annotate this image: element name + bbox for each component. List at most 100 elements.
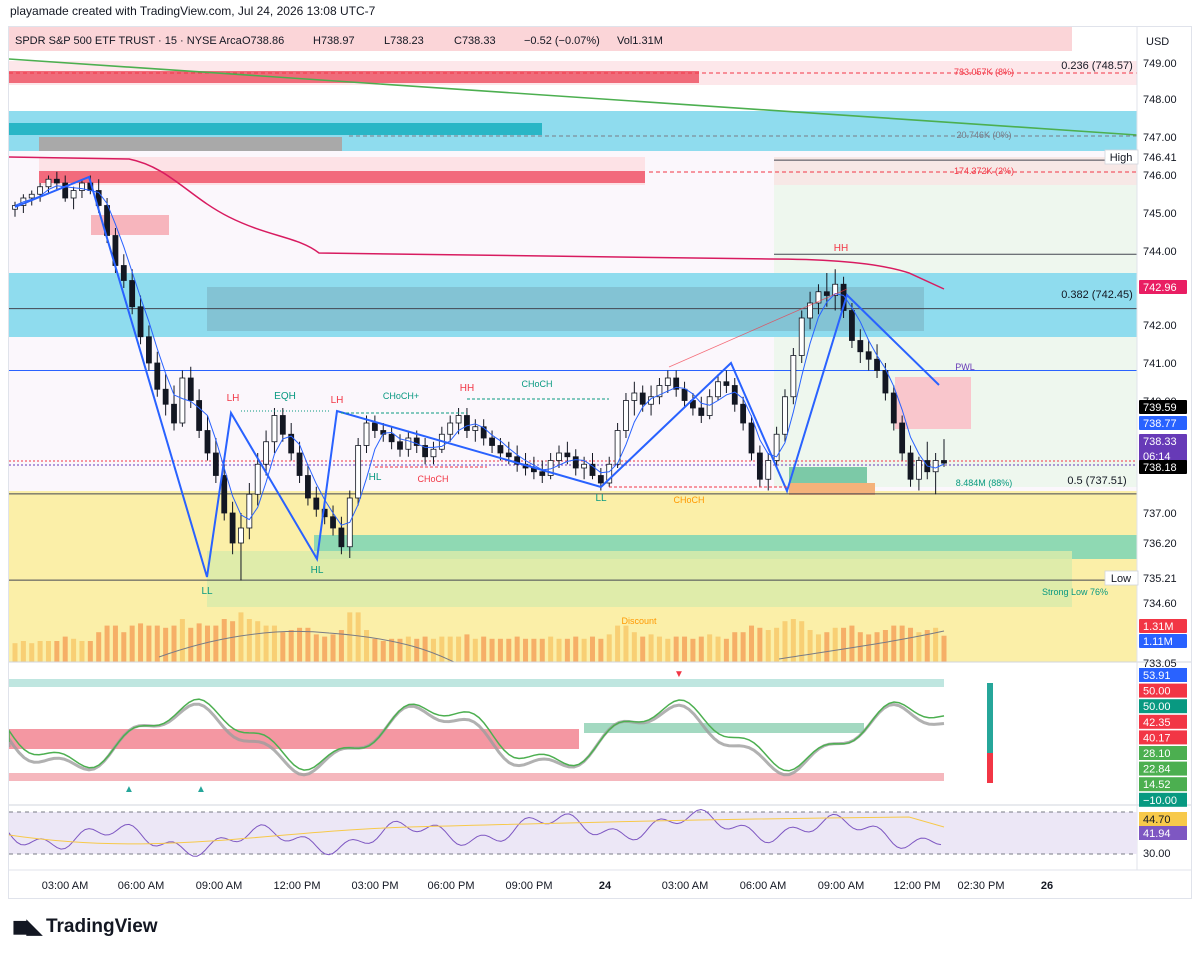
candle-body	[497, 445, 504, 454]
price-tag	[1139, 150, 1187, 164]
volume-bar	[941, 635, 947, 662]
candle-body	[698, 407, 705, 416]
indicator-value-tag	[1139, 761, 1187, 776]
candle-body	[589, 463, 596, 476]
volume-bar	[104, 625, 110, 662]
indicator-value-label: 53.91	[1143, 670, 1171, 682]
volume-bar	[832, 627, 838, 662]
candle-body	[581, 463, 588, 469]
zone-label: 20.746K (0%)	[956, 130, 1011, 140]
volume-bar	[523, 638, 529, 662]
buy-signal-icon: ▲	[196, 784, 206, 795]
x-tick-label: 12:00 PM	[893, 880, 940, 892]
zone-label: 174.372K (2%)	[954, 166, 1014, 176]
currency-label: USD	[1146, 36, 1169, 48]
indicator-value-tag	[1139, 668, 1187, 682]
volume-bar	[665, 638, 671, 662]
indicator-value-tag	[1139, 746, 1187, 760]
candle-body	[731, 385, 738, 405]
candle-body	[405, 437, 412, 450]
volume-bar	[271, 625, 277, 662]
volume-bar	[548, 636, 554, 662]
volume-bar	[631, 632, 637, 662]
candle-body	[221, 475, 228, 514]
volume-bar	[62, 636, 68, 662]
green-trendline	[9, 58, 1138, 136]
volume-bar	[112, 625, 118, 662]
volume-bar	[790, 619, 796, 662]
volume-bar	[20, 641, 26, 662]
chart-canvas[interactable]: 783.057K (8%) 20.746K (0%) 174.372K (2%) 8.…	[9, 27, 1191, 898]
structure-label: HL	[369, 472, 382, 483]
structure-label: CHoCH	[673, 495, 704, 505]
candle-body	[748, 422, 755, 454]
volume-bar	[347, 612, 353, 662]
volume-bar	[489, 638, 495, 662]
volume-bar	[87, 641, 93, 662]
price-tag-label: 738.18	[1143, 462, 1177, 474]
candle-body	[37, 186, 44, 195]
attribution-text: playamade created with TradingView.com, …	[10, 4, 376, 18]
demand-small-green	[789, 467, 867, 483]
volume-bar	[891, 625, 897, 662]
fib-level-label: 0.236 (748.57)	[1061, 60, 1133, 72]
indicator-value-label: 42.35	[1143, 717, 1171, 729]
candle-body	[338, 527, 345, 548]
structure-label: CHoCH	[417, 474, 448, 484]
tradingview-brand: ◼◣ TradingView	[12, 914, 158, 939]
candle-body	[899, 422, 906, 454]
strong-low-zone	[207, 551, 1072, 607]
indicator-value-tag	[1139, 683, 1187, 698]
volume-bar	[723, 638, 729, 662]
volume-bar	[12, 643, 18, 662]
zone-label: Discount	[621, 616, 657, 626]
candle-body	[120, 265, 127, 281]
gray-block	[39, 137, 342, 151]
sell-signal-icon: ▼	[674, 669, 684, 680]
candle-body	[28, 193, 35, 199]
candle-body	[480, 426, 487, 439]
candle-body	[723, 381, 730, 386]
legend-item: SPDR S&P 500 ETF TRUST · 15 · NYSE Arca	[15, 35, 243, 47]
candle-body	[740, 403, 747, 424]
rsi-value-tag	[1139, 812, 1187, 826]
price-tag	[1139, 619, 1187, 633]
candle-body	[765, 460, 772, 480]
osc-signal-wave	[9, 698, 945, 772]
price-tag	[1139, 416, 1187, 430]
buy-signal-icon: ▲	[124, 784, 134, 795]
volume-bar	[707, 634, 713, 662]
volume-bar	[774, 627, 780, 662]
candle-body	[564, 452, 571, 458]
indicator-value-tag	[1139, 699, 1187, 714]
y-tick-label: 744.00	[1143, 246, 1177, 258]
volume-bar	[305, 627, 311, 662]
volume-bar	[213, 625, 219, 662]
x-tick-label: 06:00 AM	[118, 880, 164, 892]
volume-bar	[372, 638, 378, 662]
candle-body	[196, 400, 203, 431]
price-tag-label: 738.77	[1143, 418, 1177, 430]
zone-label: 783.057K (8%)	[954, 67, 1014, 77]
volume-bar	[204, 625, 210, 662]
volume-bar	[556, 638, 562, 662]
volume-bar	[749, 625, 755, 662]
candle-body	[330, 516, 336, 529]
chart-frame[interactable]: 783.057K (8%) 20.746K (0%) 174.372K (2%) 8.…	[8, 26, 1192, 899]
candle-body	[447, 422, 454, 435]
indicator-value-tag	[1139, 792, 1187, 807]
candle-body	[154, 362, 161, 390]
candle-body	[263, 441, 269, 465]
volume-bar	[364, 630, 370, 662]
candle-body	[505, 452, 512, 458]
candle-body	[146, 336, 152, 364]
candle-body	[271, 415, 278, 443]
volume-bar	[874, 632, 880, 662]
volume-bar	[171, 625, 177, 662]
volume-bar	[54, 641, 60, 662]
volume-bar	[422, 636, 428, 662]
volume-bar	[196, 623, 202, 662]
volume-bar	[146, 625, 152, 662]
x-tick-label: 06:00 AM	[740, 880, 786, 892]
volume-bar	[615, 625, 621, 662]
